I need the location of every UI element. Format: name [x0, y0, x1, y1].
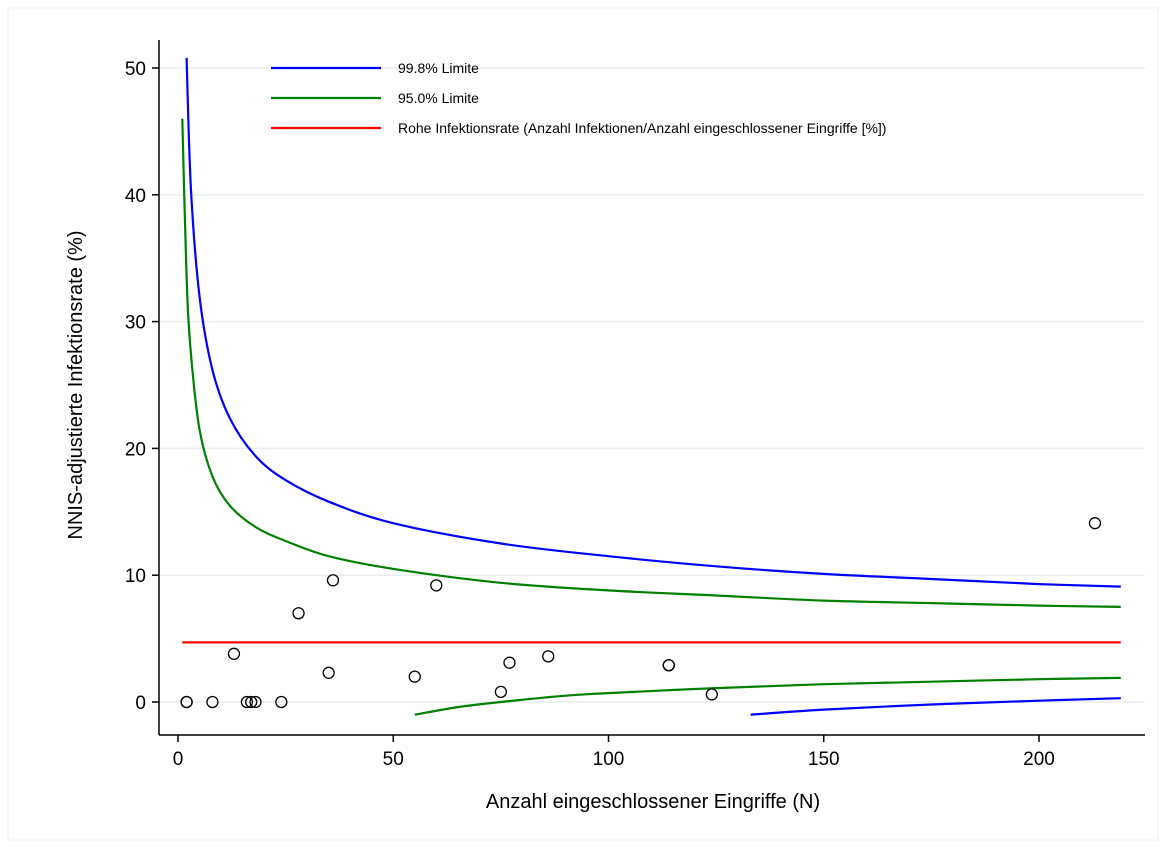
legend-label-limit_950: 95.0% Limite	[398, 90, 479, 106]
y-ticks: 0 10 20 30 40 50	[125, 59, 159, 714]
axes	[158, 40, 1145, 736]
y-tick-label-50: 50	[125, 59, 146, 80]
data-point-7	[275, 695, 288, 709]
data-point-9	[322, 666, 335, 679]
data-point-4	[240, 695, 254, 709]
legend: 99.8% Limite 95.0% Limite Rohe Infektionsr…	[271, 60, 886, 136]
x-axis-label: Anzahl eingeschlossener Eingriffe (N)	[486, 791, 820, 813]
y-axis-label: NNIS-adjustierte Infektionsrate (%)	[65, 230, 87, 539]
x-tick-label-150: 150	[808, 749, 840, 770]
data-point-13	[494, 685, 508, 699]
curve-limit_950-upper	[181, 118, 1121, 608]
data-point-19	[1088, 517, 1102, 530]
curve-limit_998-lower	[750, 697, 1121, 716]
x-tick-label-100: 100	[593, 749, 625, 770]
data-points	[180, 517, 1102, 709]
y-tick-label-30: 30	[125, 313, 146, 334]
legend-label-crude: Rohe Infektionsrate (Anzahl Infektionen/…	[398, 120, 886, 136]
data-point-5	[245, 695, 258, 709]
data-point-6	[249, 695, 262, 709]
data-point-1	[180, 695, 193, 709]
data-point-8	[292, 607, 305, 620]
y-tick-label-10: 10	[125, 566, 146, 587]
y-tick-label-20: 20	[125, 439, 146, 460]
x-ticks: 0 50 100 150 200	[173, 735, 1055, 770]
data-point-15	[542, 650, 555, 663]
curve-limit_998-upper	[185, 57, 1121, 588]
x-tick-label-200: 200	[1023, 749, 1055, 770]
y-tick-label-0: 0	[135, 693, 146, 714]
y-tick-label-40: 40	[125, 186, 146, 207]
x-tick-label-50: 50	[383, 749, 404, 770]
data-point-14	[503, 656, 516, 669]
data-point-18	[705, 688, 718, 701]
x-tick-label-0: 0	[173, 749, 184, 770]
data-point-2	[206, 695, 219, 709]
data-point-10	[326, 574, 340, 587]
data-point-11	[408, 670, 421, 683]
curves	[181, 57, 1121, 716]
data-point-3	[227, 647, 241, 660]
data-point-17	[662, 659, 675, 672]
data-point-12	[430, 579, 443, 592]
legend-label-limit_998: 99.8% Limite	[398, 60, 479, 76]
